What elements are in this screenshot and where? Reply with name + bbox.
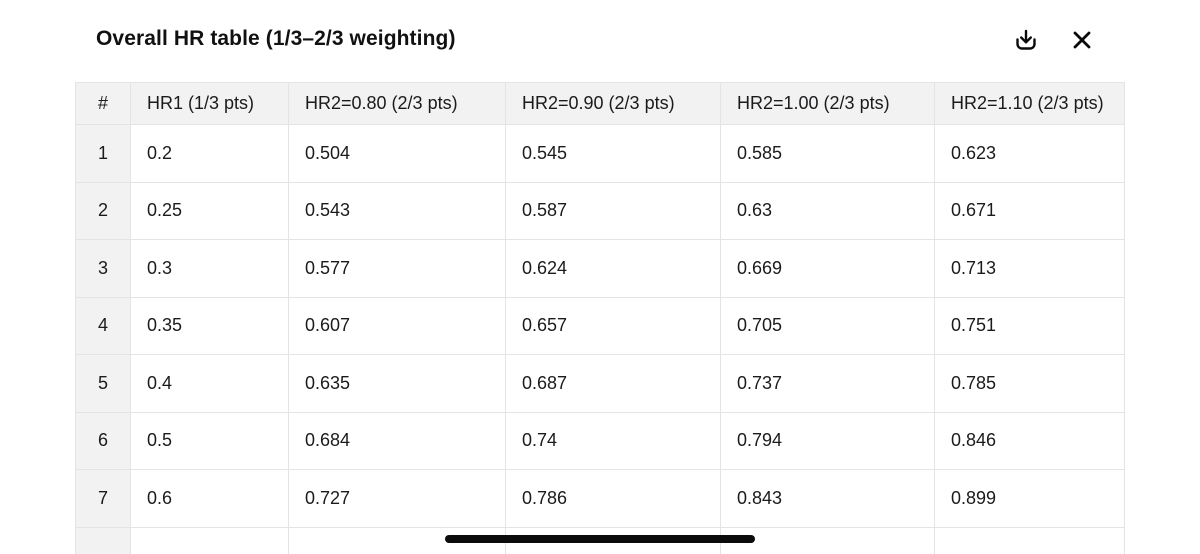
data-cell: 0.751 bbox=[934, 296, 1125, 355]
data-cell: 0.671 bbox=[934, 181, 1125, 240]
table-body: 1 0.2 0.504 0.545 0.585 0.623 2 0.25 0.543 0.587 0… bbox=[75, 124, 1125, 554]
data-cell: 0.899 bbox=[934, 469, 1125, 528]
close-button[interactable] bbox=[1066, 24, 1098, 56]
data-cell: 0.785 bbox=[934, 354, 1125, 413]
row-index-cell: 1 bbox=[75, 124, 131, 183]
row-index-cell bbox=[75, 526, 131, 554]
row-index-cell: 7 bbox=[75, 469, 131, 528]
table-row: 5 0.4 0.635 0.687 0.737 0.785 bbox=[75, 354, 1125, 413]
data-cell: 0.657 bbox=[505, 296, 721, 355]
data-cell: 0.846 bbox=[934, 411, 1125, 470]
row-index-cell: 5 bbox=[75, 354, 131, 413]
data-cell: 0.794 bbox=[720, 411, 935, 470]
data-cell: 0.705 bbox=[720, 296, 935, 355]
column-header: HR2=0.80 (2/3 pts) bbox=[288, 82, 506, 125]
data-cell: 0.577 bbox=[288, 239, 506, 298]
data-cell: 0.585 bbox=[720, 124, 935, 183]
header-row: # HR1 (1/3 pts) HR2=0.80 (2/3 pts) HR2=0.90… bbox=[75, 82, 1125, 125]
data-cell: 0.607 bbox=[288, 296, 506, 355]
data-cell: 0.624 bbox=[505, 239, 721, 298]
table-header: # HR1 (1/3 pts) HR2=0.80 (2/3 pts) HR2=0.90… bbox=[75, 82, 1125, 125]
column-header-index: # bbox=[75, 82, 131, 125]
page-title: Overall HR table (1/3–2/3 weighting) bbox=[96, 27, 456, 50]
data-cell bbox=[130, 526, 289, 554]
table-row: 3 0.3 0.577 0.624 0.669 0.713 bbox=[75, 239, 1125, 298]
hr-table-container[interactable]: # HR1 (1/3 pts) HR2=0.80 (2/3 pts) HR2=0.90… bbox=[75, 82, 1125, 554]
data-cell: 0.63 bbox=[720, 181, 935, 240]
row-index-cell: 6 bbox=[75, 411, 131, 470]
data-cell: 0.737 bbox=[720, 354, 935, 413]
table-row: 2 0.25 0.543 0.587 0.63 0.671 bbox=[75, 181, 1125, 240]
download-button[interactable] bbox=[1010, 24, 1042, 56]
data-cell: 0.74 bbox=[505, 411, 721, 470]
data-cell bbox=[934, 526, 1125, 554]
data-cell bbox=[720, 526, 935, 554]
column-header: HR2=0.90 (2/3 pts) bbox=[505, 82, 721, 125]
data-cell: 0.545 bbox=[505, 124, 721, 183]
data-cell: 0.623 bbox=[934, 124, 1125, 183]
data-cell: 0.543 bbox=[288, 181, 506, 240]
data-cell: 0.2 bbox=[130, 124, 289, 183]
row-index-cell: 2 bbox=[75, 181, 131, 240]
data-cell: 0.587 bbox=[505, 181, 721, 240]
data-cell: 0.4 bbox=[130, 354, 289, 413]
home-indicator[interactable] bbox=[445, 535, 755, 543]
table-row: 4 0.35 0.607 0.657 0.705 0.751 bbox=[75, 296, 1125, 355]
data-cell: 0.25 bbox=[130, 181, 289, 240]
data-cell: 0.6 bbox=[130, 469, 289, 528]
data-cell: 0.843 bbox=[720, 469, 935, 528]
data-cell: 0.684 bbox=[288, 411, 506, 470]
data-cell: 0.713 bbox=[934, 239, 1125, 298]
data-cell: 0.3 bbox=[130, 239, 289, 298]
data-cell: 0.687 bbox=[505, 354, 721, 413]
data-cell: 0.669 bbox=[720, 239, 935, 298]
data-cell: 0.786 bbox=[505, 469, 721, 528]
column-header: HR2=1.10 (2/3 pts) bbox=[934, 82, 1125, 125]
table-row: 6 0.5 0.684 0.74 0.794 0.846 bbox=[75, 411, 1125, 470]
hr-table: # HR1 (1/3 pts) HR2=0.80 (2/3 pts) HR2=0.90… bbox=[75, 82, 1125, 554]
table-row: 1 0.2 0.504 0.545 0.585 0.623 bbox=[75, 124, 1125, 183]
data-cell: 0.635 bbox=[288, 354, 506, 413]
row-index-cell: 3 bbox=[75, 239, 131, 298]
data-cell: 0.504 bbox=[288, 124, 506, 183]
data-cell: 0.35 bbox=[130, 296, 289, 355]
column-header: HR2=1.00 (2/3 pts) bbox=[720, 82, 935, 125]
table-row: 7 0.6 0.727 0.786 0.843 0.899 bbox=[75, 469, 1125, 528]
data-cell: 0.5 bbox=[130, 411, 289, 470]
titlebar: Overall HR table (1/3–2/3 weighting) bbox=[0, 0, 1200, 82]
download-icon bbox=[1012, 26, 1040, 54]
close-icon bbox=[1069, 27, 1095, 53]
column-header: HR1 (1/3 pts) bbox=[130, 82, 289, 125]
row-index-cell: 4 bbox=[75, 296, 131, 355]
data-cell: 0.727 bbox=[288, 469, 506, 528]
